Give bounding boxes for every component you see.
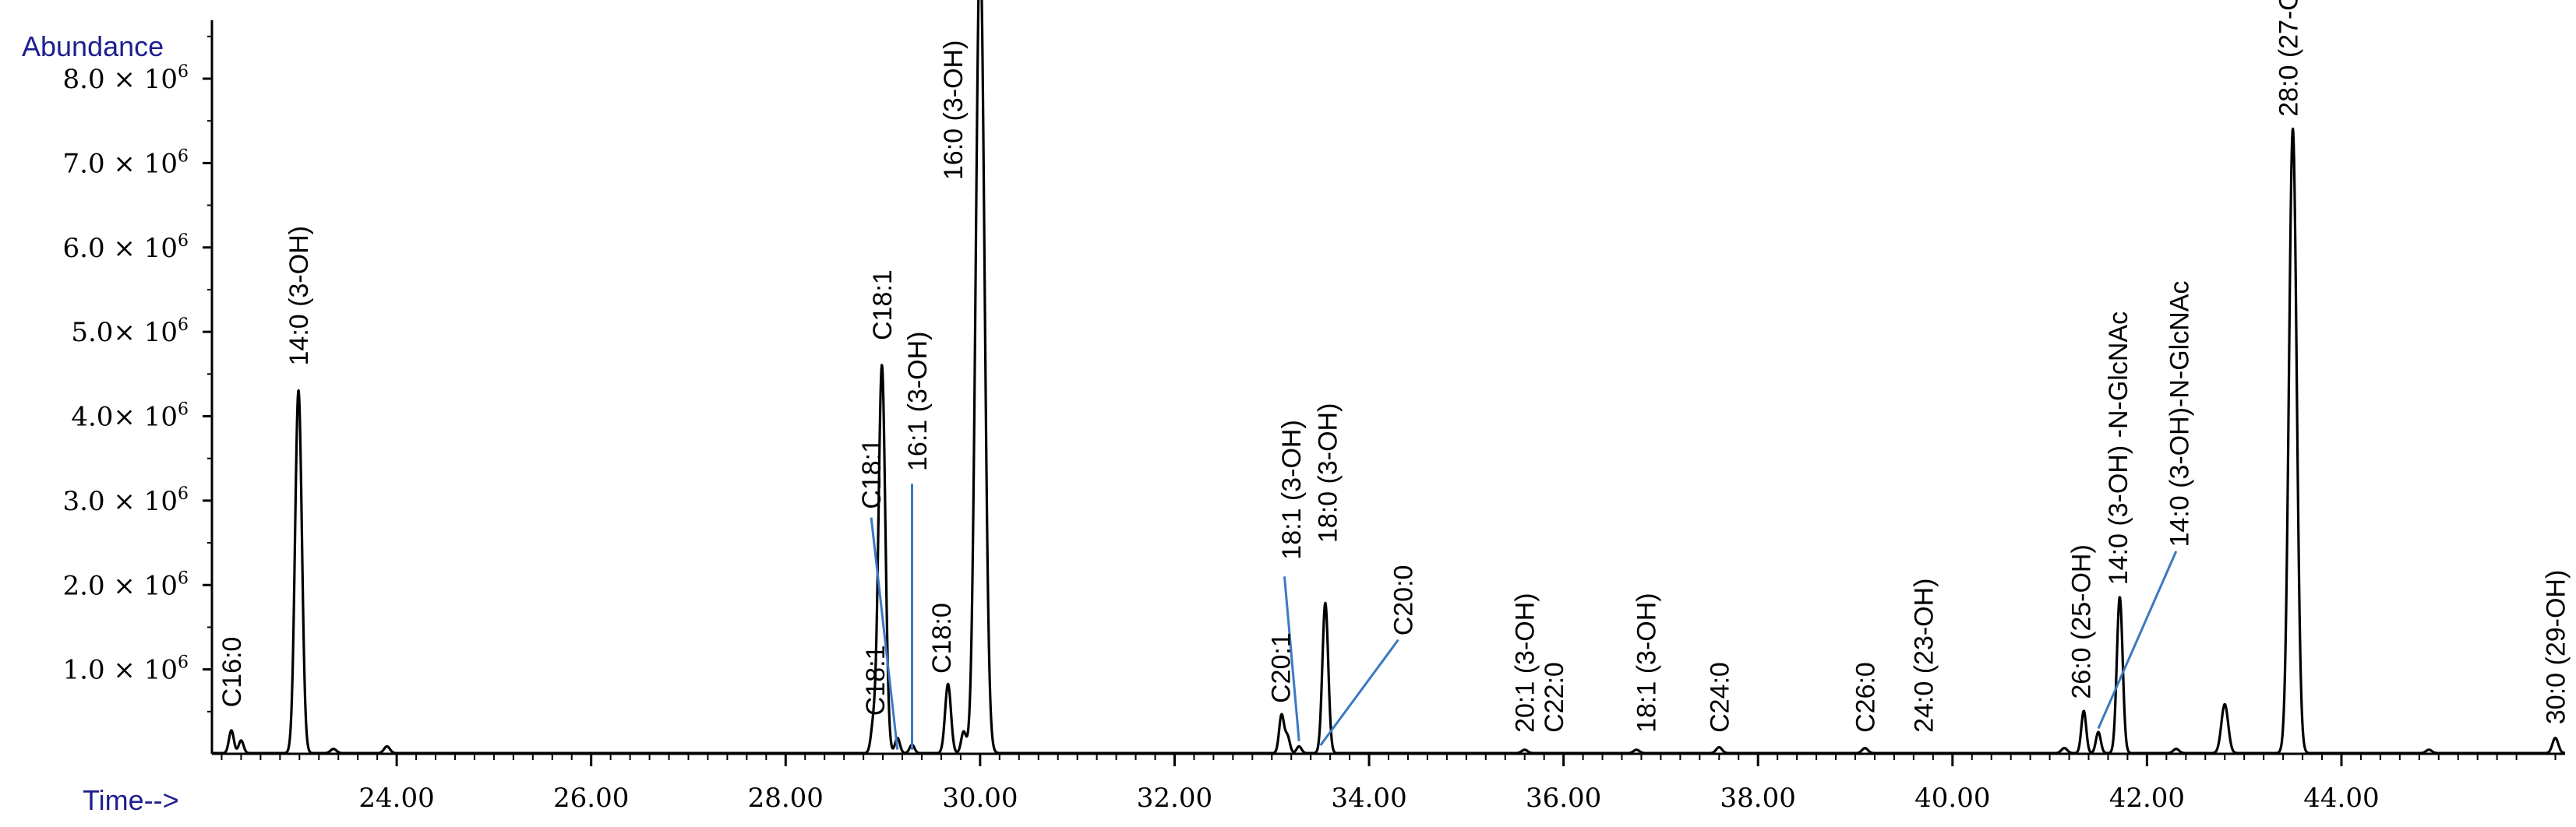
x-tick-label: 44.00 (2303, 783, 2379, 814)
y-axis-title: Abundance (22, 30, 164, 62)
peak-label: 16:0 (3-OH) (939, 40, 969, 181)
peak-label: 18:1 (3-OH) (1632, 593, 1662, 733)
peak-label: 20:1 (3-OH) (1511, 593, 1540, 733)
peak-label: C16:0 (217, 637, 247, 708)
peak-label: 26:0 (25-OH) (2067, 544, 2097, 699)
peak-label: 24:0 (23-OH) (1909, 578, 1939, 732)
peak-label: 18:1 (3-OH) (1277, 420, 1307, 560)
peak-label: C20:1 (1267, 632, 1297, 703)
x-tick-label: 40.00 (1914, 783, 1990, 814)
y-tick-label: 4.0× 106 (71, 400, 189, 433)
peak-label: 16:1 (3-OH) (903, 332, 933, 472)
peak-label: 14:0 (3-OH)-N-GlcNAc (2165, 281, 2195, 547)
peak-label: C24:0 (1705, 662, 1734, 733)
leader-line (2097, 551, 2178, 730)
peak-label: C18:1 (857, 438, 887, 509)
y-tick-label: 2.0 × 106 (63, 568, 189, 601)
peak-label: C20:0 (1389, 565, 1419, 636)
y-tick-label: 8.0 × 106 (63, 62, 189, 95)
leader-line (1319, 639, 1399, 747)
peak-label: 30:0 (29-OH) (2542, 570, 2571, 724)
peak-label: C18:0 (927, 603, 957, 674)
x-tick-label: 42.00 (2109, 783, 2185, 814)
peak-label: C18:1 (868, 269, 898, 340)
peak-label: C18:1 (861, 645, 891, 716)
x-tick-label: 36.00 (1526, 783, 1601, 814)
peak-label: 14:0 (3-OH) (284, 226, 314, 366)
peak-label: C26:0 (1851, 662, 1881, 733)
x-axis-title: Time--> (83, 784, 179, 816)
y-tick-label: 6.0 × 106 (63, 231, 189, 264)
x-tick-label: 38.00 (1720, 783, 1796, 814)
peak-label: C22:0 (1540, 662, 1569, 733)
x-tick-label: 30.00 (942, 783, 1018, 814)
y-tick-label: 7.0 × 106 (63, 146, 189, 179)
chromatogram-trace (212, 0, 2565, 755)
y-tick-label: 1.0 × 106 (63, 653, 189, 686)
y-tick-label: 3.0 × 106 (63, 484, 189, 517)
y-tick-label: 5.0× 106 (71, 315, 189, 348)
peak-label: 28:0 (27-OH) (2274, 0, 2303, 117)
x-tick-label: 34.00 (1331, 783, 1406, 814)
x-tick-label: 32.00 (1137, 783, 1212, 814)
leader-line (870, 517, 899, 750)
leader-line (1283, 576, 1300, 741)
peak-label: 14:0 (3-OH) -N-GlcNAc (2104, 311, 2133, 585)
peak-label: 18:0 (3-OH) (1313, 403, 1343, 544)
x-tick-label: 24.00 (358, 783, 434, 814)
x-tick-label: 28.00 (748, 783, 824, 814)
x-tick-label: 26.00 (553, 783, 629, 814)
